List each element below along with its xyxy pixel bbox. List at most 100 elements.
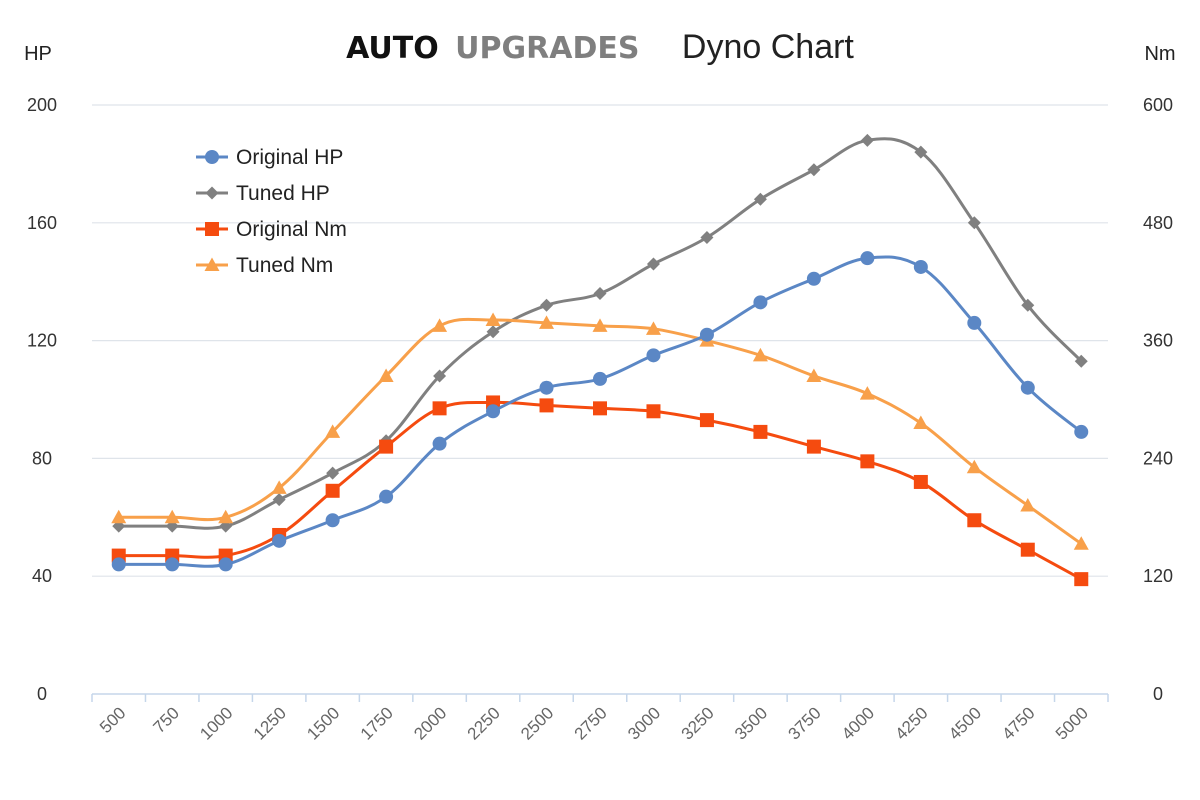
legend-item-original-nm: Original Nm — [196, 218, 347, 241]
data-point — [913, 259, 928, 274]
legend-label: Tuned Nm — [236, 254, 333, 277]
data-point — [218, 509, 234, 524]
data-point — [432, 401, 447, 416]
x-tick-label: 500 — [96, 703, 129, 736]
data-point — [859, 386, 875, 400]
data-point — [326, 466, 340, 480]
data-point — [807, 163, 821, 177]
y-tick-label-left: 160 — [27, 213, 57, 233]
y-tick-label-left: 200 — [27, 95, 57, 115]
x-tick-label: 2500 — [517, 703, 557, 743]
x-tick-label: 2000 — [410, 703, 450, 743]
data-point — [272, 493, 286, 507]
data-point — [646, 348, 661, 363]
data-point — [860, 133, 874, 147]
data-point — [271, 480, 287, 494]
data-point — [806, 439, 821, 454]
data-point — [165, 557, 180, 572]
data-point — [860, 251, 875, 266]
data-point — [1074, 572, 1089, 587]
data-point — [1074, 354, 1088, 368]
data-point — [1020, 542, 1035, 557]
chart-title-text: Dyno Chart — [682, 28, 855, 66]
legend-marker — [205, 186, 219, 200]
data-point — [325, 513, 340, 528]
data-point — [325, 483, 340, 498]
x-tick-label: 3750 — [785, 703, 825, 743]
data-point — [164, 509, 180, 524]
data-point — [966, 459, 982, 474]
legend-label: Original Nm — [236, 218, 347, 241]
axes: 0 0 40 120 80 240 120 360 160 480 200 600 500 750 1000… — [27, 95, 1173, 744]
grid-lines — [92, 104, 1108, 577]
legend-item-tuned-hp: Tuned HP — [196, 182, 330, 205]
legend-item-tuned-nm: Tuned Nm — [196, 254, 333, 277]
x-tick-label: 4500 — [945, 703, 985, 743]
data-point — [378, 368, 394, 382]
data-point — [486, 404, 501, 419]
data-point — [699, 413, 714, 428]
y-tick-label-left: 40 — [32, 566, 52, 586]
series-tuned-nm — [111, 312, 1089, 550]
legend-marker — [205, 222, 219, 236]
data-point — [753, 192, 767, 206]
x-tick-label: 5000 — [1052, 703, 1092, 743]
data-point — [111, 509, 127, 524]
data-point — [1074, 424, 1089, 439]
legend-label: Tuned HP — [236, 182, 330, 205]
x-tick-label: 1750 — [357, 703, 397, 743]
data-point — [432, 436, 447, 451]
data-point — [967, 315, 982, 330]
data-point — [753, 424, 768, 439]
series-original-nm — [111, 395, 1089, 587]
data-point — [218, 557, 233, 572]
y-tick-label-left: 120 — [27, 331, 57, 351]
data-point — [592, 318, 608, 332]
series-line-original-nm — [118, 400, 1083, 581]
data-point — [913, 415, 929, 430]
data-point — [485, 312, 501, 326]
data-point — [1020, 498, 1036, 512]
data-point — [593, 371, 607, 386]
series-tuned-hp — [112, 133, 1088, 533]
x-tick-label: 2750 — [571, 703, 611, 743]
data-point — [593, 401, 607, 416]
y-tick-label-right: 240 — [1143, 448, 1173, 468]
data-point — [1020, 380, 1035, 395]
data-point — [593, 286, 607, 300]
brand-upgrades: UPGRADES — [455, 31, 639, 66]
x-tick-label: 750 — [150, 703, 183, 736]
data-point — [539, 398, 554, 413]
x-tick-label: 3250 — [678, 703, 718, 743]
x-tick-label: 4250 — [891, 703, 931, 743]
data-point — [539, 380, 554, 395]
series-layer — [111, 133, 1089, 587]
y-tick-label-left: 0 — [37, 684, 47, 704]
x-tick-label: 2250 — [464, 703, 504, 743]
x-tick-label: 1000 — [196, 703, 236, 743]
x-tick-label: 3000 — [624, 703, 664, 743]
data-point — [752, 347, 768, 362]
x-tick-label: 4750 — [998, 703, 1038, 743]
data-point — [540, 298, 554, 312]
legend-marker — [205, 150, 219, 164]
data-point — [913, 474, 928, 489]
data-point — [753, 295, 768, 310]
y-tick-label-right: 600 — [1143, 95, 1173, 115]
data-point — [1073, 536, 1089, 550]
y-tick-label-right: 480 — [1143, 213, 1173, 233]
data-point — [432, 318, 448, 332]
data-point — [111, 557, 126, 572]
data-point — [486, 325, 500, 339]
data-point — [860, 454, 875, 469]
data-point — [379, 439, 394, 454]
x-tick-label: 3500 — [731, 703, 771, 743]
y-tick-label-right: 360 — [1143, 331, 1173, 351]
y-tick-label-left: 80 — [32, 448, 52, 468]
legend-marker — [204, 257, 220, 271]
y-tick-label-right: 0 — [1153, 684, 1163, 704]
data-point — [914, 145, 928, 159]
data-point — [967, 513, 982, 528]
data-point — [700, 231, 714, 245]
y-tick-label-right: 120 — [1143, 566, 1173, 586]
